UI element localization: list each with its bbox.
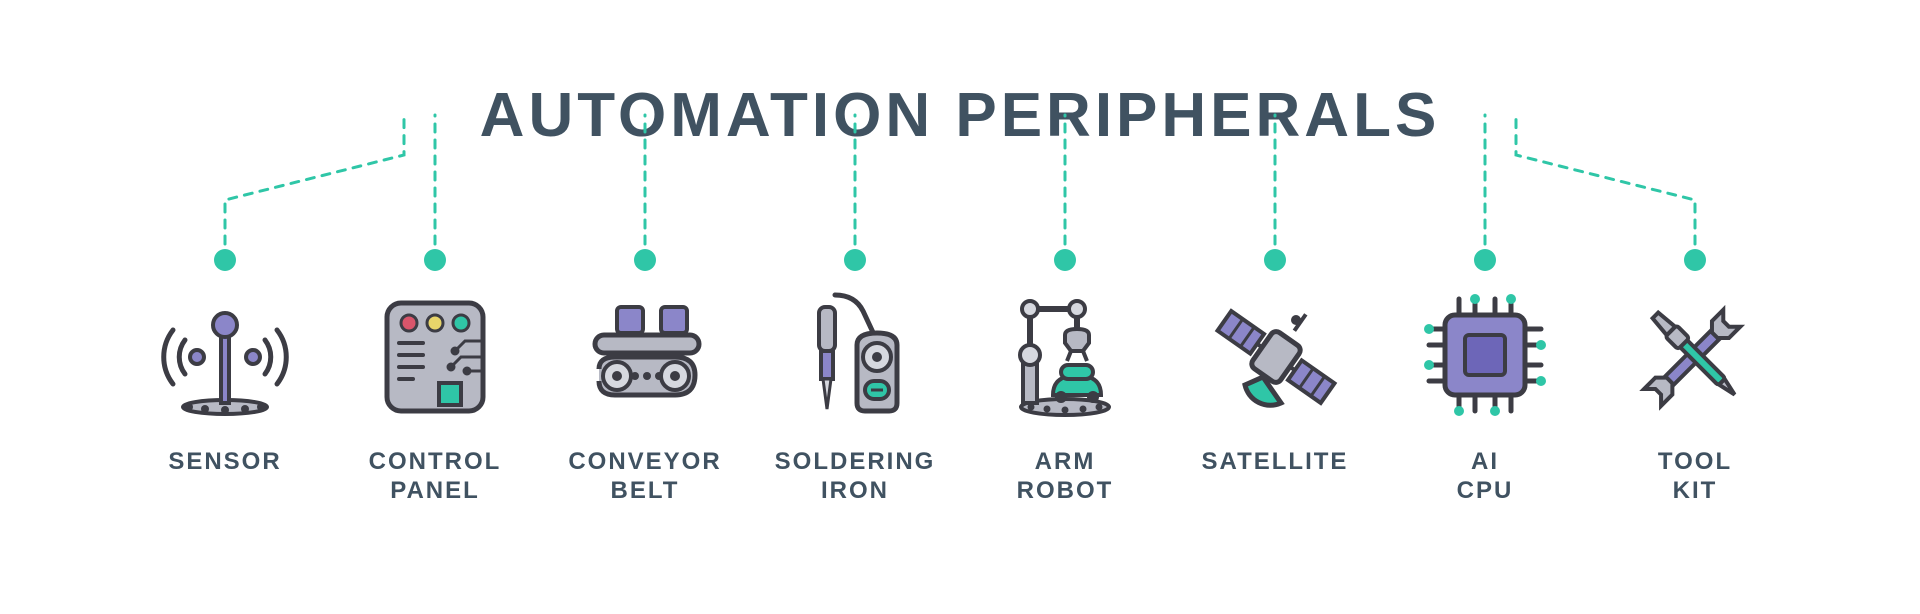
connector-dot xyxy=(1264,249,1286,271)
connector-dot xyxy=(1054,249,1076,271)
item-label: TOOL KIT xyxy=(1658,448,1732,506)
item-satellite: SATELLITE xyxy=(1175,280,1375,477)
item-sensor: SENSOR xyxy=(125,280,325,477)
item-ai-cpu: AI CPU xyxy=(1385,280,1585,506)
connector-dot xyxy=(214,249,236,271)
arm-robot-icon xyxy=(990,280,1140,430)
connector-dot xyxy=(844,249,866,271)
item-label: SOLDERING IRON xyxy=(775,448,936,506)
item-label: ARM ROBOT xyxy=(1017,448,1114,506)
connector-dot xyxy=(1684,249,1706,271)
control-panel-icon xyxy=(360,280,510,430)
tool-kit-icon xyxy=(1620,280,1770,430)
connector-dot xyxy=(634,249,656,271)
satellite-icon xyxy=(1200,280,1350,430)
item-soldering-iron: SOLDERING IRON xyxy=(755,280,955,506)
item-label: SATELLITE xyxy=(1202,448,1349,477)
item-arm-robot: ARM ROBOT xyxy=(965,280,1165,506)
soldering-iron-icon xyxy=(780,280,930,430)
connector-dot xyxy=(1474,249,1496,271)
conveyor-belt-icon xyxy=(570,280,720,430)
ai-cpu-icon xyxy=(1410,280,1560,430)
sensor-icon xyxy=(150,280,300,430)
item-control-panel: CONTROL PANEL xyxy=(335,280,535,506)
infographic-title: AUTOMATION PERIPHERALS xyxy=(480,80,1441,151)
item-label: CONTROL PANEL xyxy=(369,448,502,506)
item-label: SENSOR xyxy=(168,448,281,477)
item-label: CONVEYOR BELT xyxy=(568,448,721,506)
item-tool-kit: TOOL KIT xyxy=(1595,280,1795,506)
item-label: AI CPU xyxy=(1457,448,1514,506)
connector-dot xyxy=(424,249,446,271)
item-conveyor-belt: CONVEYOR BELT xyxy=(545,280,745,506)
